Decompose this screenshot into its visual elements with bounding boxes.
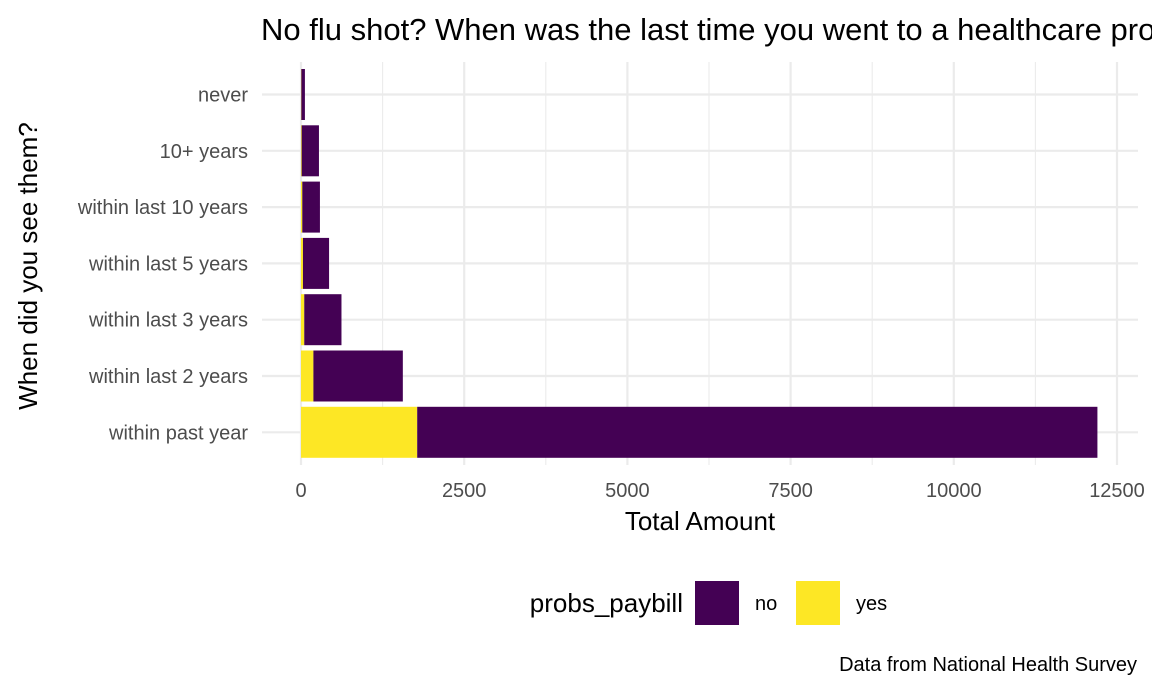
x-axis-title: Total Amount [625, 506, 776, 536]
legend: probs_paybill no yes [530, 581, 887, 625]
chart-caption: Data from National Health Survey [839, 654, 1137, 676]
grid-lines [262, 62, 1138, 465]
legend-title: probs_paybill [530, 588, 683, 618]
bar-segment-yes [301, 350, 314, 402]
bar-segment-no [302, 181, 320, 233]
chart-title: No flu shot? When was the last time you … [261, 12, 1152, 47]
x-tick-label: 7500 [768, 480, 813, 502]
x-tick-labels: 0 2500 5000 7500 10000 12500 [295, 480, 1144, 502]
x-tick-label: 12500 [1089, 480, 1145, 502]
x-tick-label: 5000 [605, 480, 650, 502]
y-tick-label: 10+ years [160, 141, 248, 163]
bar-segment-yes [301, 406, 418, 458]
y-tick-label: within last 10 years [77, 197, 248, 219]
bar-segment-no [302, 237, 330, 289]
bar-segment-no [313, 350, 403, 402]
y-tick-label: within last 2 years [88, 366, 248, 388]
legend-item-yes: yes [796, 581, 887, 625]
legend-swatch-yes [796, 581, 840, 625]
y-tick-labels: never 10+ years within last 10 years within… [77, 85, 248, 445]
y-tick-label: within last 5 years [88, 253, 248, 275]
bar-segment-yes [301, 125, 302, 177]
bars [301, 69, 1098, 458]
y-axis-title: When did you see them? [13, 122, 43, 410]
x-tick-label: 10000 [926, 480, 982, 502]
bar-segment-no [304, 294, 342, 346]
legend-item-no: no [695, 581, 777, 625]
y-tick-label: never [198, 85, 248, 107]
legend-label-no: no [755, 593, 777, 615]
bar-segment-no [301, 125, 319, 177]
x-tick-label: 0 [295, 480, 306, 502]
y-tick-label: within past year [108, 422, 248, 444]
bar-segment-yes [301, 294, 305, 346]
y-tick-label: within last 3 years [88, 310, 248, 332]
bar-segment-yes [301, 181, 303, 233]
legend-swatch-no [695, 581, 739, 625]
bar-segment-yes [301, 237, 303, 289]
bar-segment-no [301, 69, 305, 120]
x-tick-label: 2500 [442, 480, 487, 502]
legend-items: no yes [695, 581, 887, 625]
legend-label-yes: yes [856, 593, 887, 615]
bar-segment-no [417, 406, 1098, 458]
